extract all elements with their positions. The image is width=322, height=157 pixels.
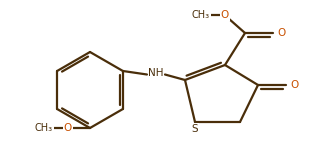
Text: S: S [192,124,198,134]
Text: O: O [221,10,229,20]
Text: O: O [64,123,72,133]
Text: O: O [290,80,298,90]
Text: O: O [277,28,285,38]
Text: CH₃: CH₃ [35,123,53,133]
Text: CH₃: CH₃ [192,10,210,20]
Text: NH: NH [148,68,164,78]
